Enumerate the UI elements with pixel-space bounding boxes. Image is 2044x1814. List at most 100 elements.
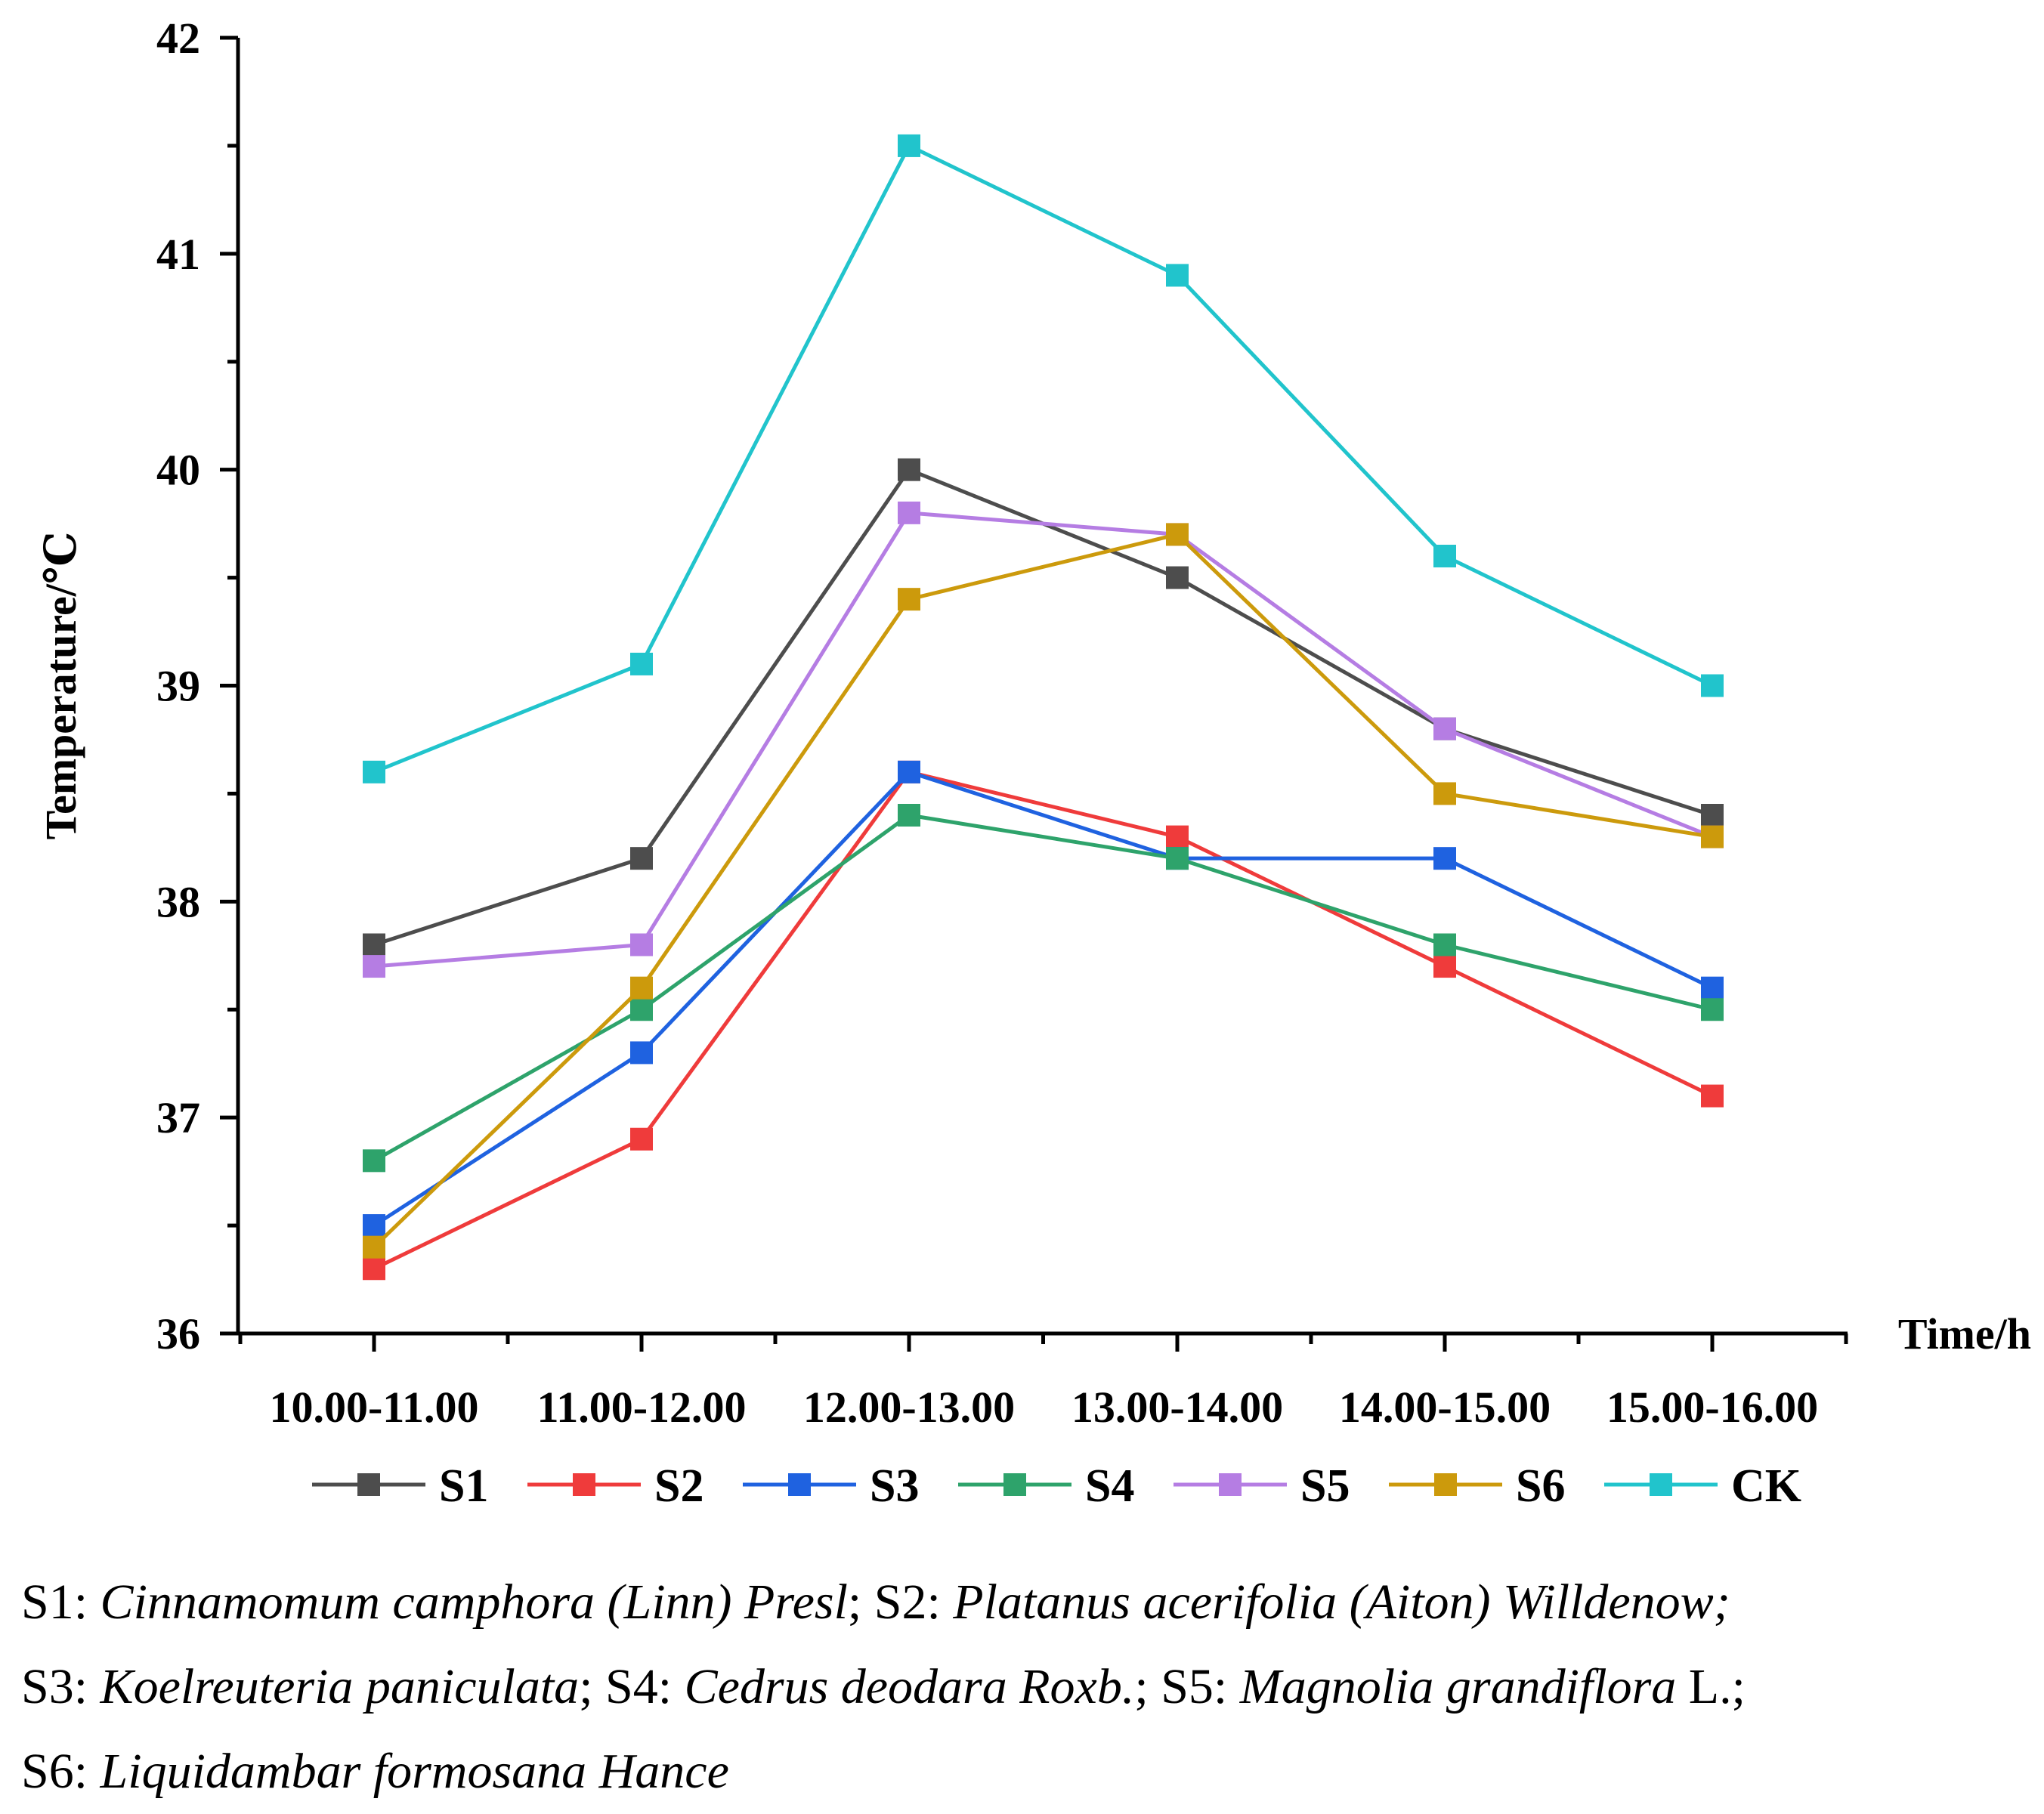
legend-marker (788, 1473, 811, 1496)
caption-text: S1: (21, 1575, 100, 1630)
y-tick-label: 39 (156, 662, 200, 711)
legend-marker (573, 1473, 595, 1496)
y-tick-label: 37 (156, 1093, 200, 1142)
data-point-s6 (630, 976, 653, 1000)
data-point-s2 (1433, 955, 1456, 978)
x-tick-label: 12.00-13.00 (803, 1383, 1015, 1432)
data-point-s1 (1166, 566, 1189, 589)
y-tick-label: 42 (156, 14, 200, 63)
species-name: Platanus acerifolia (Aiton) Willdenow; (953, 1575, 1730, 1630)
legend-item-s1: S1 (312, 1460, 488, 1512)
legend-label: S2 (654, 1460, 703, 1512)
data-point-s3 (363, 1214, 385, 1238)
series-s4 (363, 804, 1724, 1173)
legend-marker (1219, 1473, 1242, 1496)
legend-item-s4: S4 (958, 1460, 1134, 1512)
data-point-ck (1166, 264, 1189, 287)
data-point-ck (363, 760, 385, 783)
data-point-s5 (630, 933, 653, 956)
x-tick-label: 14.00-15.00 (1339, 1383, 1551, 1432)
legend-label: CK (1731, 1460, 1801, 1512)
caption-text: ; S5: (1134, 1659, 1240, 1714)
series-line-ck (373, 144, 1714, 774)
legend-item-s5: S5 (1174, 1460, 1350, 1512)
line-chart: 36 37 38 39 40 41 42 10.00-11.00 11.00-12.00 12.0… (36, 14, 2031, 1512)
y-tick-label: 40 (156, 446, 200, 495)
data-point-s1 (363, 933, 385, 956)
caption-text: S6: (21, 1744, 100, 1799)
legend-label: S1 (439, 1460, 488, 1512)
data-point-s6 (1166, 523, 1189, 546)
legend-label: S5 (1300, 1460, 1350, 1512)
data-point-s4 (1701, 998, 1724, 1021)
series-line-s3 (373, 770, 1714, 1228)
data-point-s2 (630, 1127, 653, 1151)
data-point-s6 (1701, 825, 1724, 848)
series-line-s5 (373, 511, 1713, 969)
data-point-s4 (363, 1149, 385, 1173)
data-point-s5 (1433, 717, 1456, 740)
figure-caption: S1: Cinnamomum camphora (Linn) Presl; S2… (21, 1560, 2031, 1814)
series-layer (363, 134, 1724, 1281)
legend-label: S6 (1516, 1460, 1565, 1512)
data-point-s1 (1701, 804, 1724, 827)
legend-item-s2: S2 (527, 1460, 703, 1512)
y-axis-title: Temperature/℃ (36, 532, 85, 840)
caption-line-3: S6: Liquidambar formosana Hance (21, 1729, 2031, 1814)
legend-marker (1003, 1473, 1026, 1496)
axes: 36 37 38 39 40 41 42 10.00-11.00 11.00-12.00 12.0… (36, 14, 2031, 1432)
legend-item-ck: CK (1604, 1460, 1801, 1512)
legend-item-s3: S3 (743, 1460, 919, 1512)
legend-marker (357, 1473, 380, 1496)
x-tick-label: 15.00-16.00 (1606, 1383, 1818, 1432)
species-name: Liquidambar formosana Hance (100, 1744, 729, 1799)
legend: S1 S2 S3 S4 S5 S6 CK (312, 1460, 1801, 1512)
legend-marker (1650, 1473, 1672, 1496)
caption-line-1: S1: Cinnamomum camphora (Linn) Presl; S2… (21, 1560, 2031, 1645)
series-line-s4 (373, 813, 1713, 1163)
data-point-s4 (1433, 933, 1456, 956)
series-s1 (363, 458, 1724, 956)
series-line-s1 (373, 468, 1713, 947)
data-point-ck (898, 134, 920, 157)
data-point-s3 (630, 1041, 653, 1065)
species-name: Magnolia grandiflora (1239, 1659, 1677, 1714)
caption-text: ; S4: (579, 1659, 685, 1714)
data-point-s4 (1166, 847, 1189, 870)
data-point-s5 (363, 955, 385, 978)
x-axis-title: Time/h (1898, 1309, 2031, 1358)
data-point-s4 (630, 998, 653, 1021)
y-tick-label: 41 (156, 230, 200, 279)
data-point-s5 (898, 501, 920, 524)
y-tick-label: 36 (156, 1309, 200, 1358)
data-point-s3 (1701, 976, 1724, 1000)
data-point-s1 (630, 847, 653, 870)
x-tick-label: 11.00-12.00 (537, 1383, 746, 1432)
data-point-ck (1701, 674, 1724, 697)
data-point-s2 (363, 1257, 385, 1281)
data-point-s6 (898, 588, 920, 611)
species-name: Cinnamomum camphora (Linn) Presl (100, 1575, 848, 1630)
legend-label: S3 (870, 1460, 919, 1512)
data-point-s2 (1701, 1084, 1724, 1108)
series-s5 (363, 501, 1724, 978)
x-tick-label: 13.00-14.00 (1071, 1383, 1283, 1432)
data-point-s1 (898, 458, 920, 481)
data-point-s4 (898, 804, 920, 827)
data-point-s2 (1166, 825, 1189, 848)
species-name: Koelreuteria paniculata (100, 1659, 580, 1714)
caption-text: L.; (1676, 1659, 1746, 1714)
series-s3 (363, 760, 1724, 1238)
legend-label: S4 (1085, 1460, 1134, 1512)
caption-text: S3: (21, 1659, 100, 1714)
caption-text: ; S2: (847, 1575, 954, 1630)
series-s6 (363, 523, 1724, 1259)
y-tick-label: 38 (156, 877, 200, 926)
x-tick-label: 10.00-11.00 (269, 1383, 478, 1432)
species-name: Cedrus deodara Roxb. (684, 1659, 1135, 1714)
data-point-ck (1433, 545, 1456, 567)
data-point-s3 (1433, 847, 1456, 870)
legend-marker (1434, 1473, 1457, 1496)
data-point-ck (630, 652, 653, 675)
data-point-s3 (898, 760, 920, 783)
